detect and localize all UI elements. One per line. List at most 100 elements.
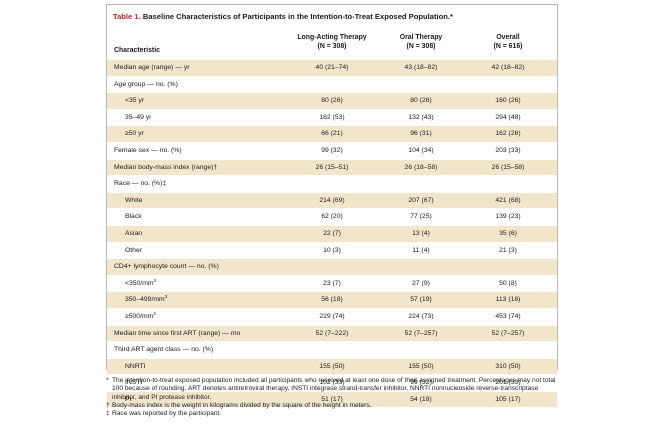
cell-long-acting: 155 (50) <box>319 362 345 370</box>
cell-long-acting: 23 (7) <box>323 279 341 287</box>
table-frame: Table 1. Baseline Characteristics of Par… <box>106 4 558 408</box>
row-label-text: Median time since first ART (range) — mo <box>114 329 241 337</box>
cell-overall: 160 (26) <box>495 97 521 105</box>
cell-overall: 52 (7–257) <box>491 329 525 337</box>
cell-long-acting: 214 (69) <box>319 196 345 204</box>
row-label: Median time since first ART (range) — mo <box>114 326 240 343</box>
row-label: CD4+ lymphocyte count — no. (%) <box>114 259 219 276</box>
table-row: PI 51 (17) 54 (18) 105 (17) <box>107 390 557 409</box>
row-label: Third ART agent class — no. (%) <box>114 342 213 359</box>
cell-overall: 113 (18) <box>495 296 521 304</box>
cell-oral: 27 (9) <box>412 279 430 287</box>
cell-long-acting: 26 (15–51) <box>315 163 349 171</box>
cell-long-acting: 56 (18) <box>321 296 343 304</box>
table-row: ≥50 yr 66 (21) 96 (31) 162 (26) <box>107 125 557 142</box>
header-oral-n: (N = 308) <box>406 42 436 50</box>
footnote-mark: † <box>106 401 110 409</box>
cell-oral: 104 (34) <box>408 146 434 154</box>
cell-long-acting: 80 (26) <box>321 97 343 105</box>
row-label-text: Asian <box>125 229 143 237</box>
row-label: PI <box>125 392 131 409</box>
row-label: Asian <box>125 226 142 243</box>
row-label-text: PI <box>125 395 132 403</box>
cell-overall: 21 (3) <box>499 246 517 254</box>
cell-oral: 99 (32) <box>410 379 432 387</box>
row-label-text: White <box>125 196 143 204</box>
row-label-superscript: 3 <box>153 310 156 316</box>
cell-overall: 42 (18–82) <box>491 64 525 71</box>
footnote-mark: ‡ <box>106 410 110 418</box>
cell-long-acting: 99 (32) <box>321 146 343 154</box>
row-label-text: <35 yr <box>125 97 145 105</box>
cell-long-acting: 62 (20) <box>321 213 343 221</box>
row-label: Female sex — no. (%) <box>114 143 182 160</box>
cell-overall: 201 (33) <box>495 379 521 387</box>
cell-oral: 155 (50) <box>408 362 434 370</box>
header-overall-name: Overall <box>496 34 520 41</box>
row-label: Other <box>125 243 142 260</box>
cell-long-acting: 10 (3) <box>323 246 341 254</box>
row-label: Age group — no. (%) <box>114 77 178 94</box>
row-label-text: CD4+ lymphocyte count — no. (%) <box>114 263 219 271</box>
footnote-text: The intention-to-treat exposed populatio… <box>112 377 556 401</box>
cell-oral: 13 (4) <box>412 229 430 237</box>
row-label: ≥500/mm3 <box>125 309 156 326</box>
row-label-text: Median body-mass index (range)† <box>114 163 218 171</box>
table-footnotes: * The intention-to-treat exposed populati… <box>106 377 558 418</box>
header-long-acting-name: Long-Acting Therapy <box>297 34 367 41</box>
cell-oral: 26 (18–58) <box>404 163 438 171</box>
table-row: Other 10 (3) 11 (4) 21 (3) <box>107 241 557 260</box>
footnote: ‡ Race was reported by the participant. <box>106 410 558 418</box>
row-label: NNRTI <box>125 359 146 376</box>
cell-oral: 80 (26) <box>410 97 432 105</box>
table-row: Black 62 (20) 77 (25) 139 (23) <box>107 208 557 225</box>
table-row: Median body-mass index (range)† 26 (15–51… <box>107 158 557 176</box>
row-label-text: 35–49 yr <box>125 113 152 121</box>
table-row: Female sex — no. (%) 99 (32) 104 (34) 203 (… <box>107 141 557 160</box>
cell-long-acting: 51 (17) <box>321 395 343 403</box>
row-label: 350–499/mm3 <box>125 292 167 309</box>
row-label: 35–49 yr <box>125 110 151 127</box>
row-label-text: NNRTI <box>125 362 146 370</box>
footnote-text: Body-mass index is the weight in kilogra… <box>112 401 372 409</box>
cell-oral: 52 (7–257) <box>404 329 438 337</box>
row-label-text: Third ART agent class — no. (%) <box>114 346 214 354</box>
footnote: * The intention-to-treat exposed populati… <box>106 377 558 402</box>
cell-overall: 50 (8) <box>499 279 517 287</box>
table-row: White 214 (69) 207 (67) 421 (68) <box>107 191 557 210</box>
table-row: ≥500/mm3 229 (74) 224 (73) 453 (74) <box>107 307 557 326</box>
row-label: <350/mm3 <box>125 276 156 293</box>
cell-long-acting: 66 (21) <box>321 130 343 138</box>
table-row: <35 yr 80 (26) 80 (26) 160 (26) <box>107 92 557 109</box>
cell-oral: 43 (18–82) <box>404 64 438 71</box>
row-label: Race — no. (%)‡ <box>114 176 166 193</box>
row-label: INSTI <box>125 375 142 392</box>
table-row: 350–499/mm3 56 (18) 57 (19) 113 (18) <box>107 291 557 308</box>
table-body: Median age (range) — yr 40 (21–74) 43 (18–… <box>107 59 557 409</box>
cell-long-acting: 229 (74) <box>319 312 345 320</box>
table-row: 35–49 yr 162 (53) 132 (43) 294 (48) <box>107 108 557 127</box>
row-label: ≥50 yr <box>125 126 144 143</box>
table-row: NNRTI 155 (50) 155 (50) 310 (50) <box>107 357 557 376</box>
cell-overall: 35 (6) <box>499 229 517 237</box>
row-label-text: Race — no. (%)‡ <box>114 180 167 188</box>
header-oral: Oral Therapy (N = 308) <box>381 34 461 51</box>
header-long-acting-n: (N = 308) <box>317 42 347 50</box>
row-label: Median age (range) — yr <box>114 60 190 77</box>
table-caption: Baseline Characteristics of Participants… <box>140 12 453 21</box>
cell-oral: 54 (18) <box>410 395 432 403</box>
row-label-superscript: 3 <box>153 277 157 283</box>
cell-overall: 105 (17) <box>495 395 521 403</box>
cell-oral: 207 (67) <box>408 196 434 204</box>
row-label: Black <box>125 209 142 226</box>
header-long-acting: Long-Acting Therapy (N = 308) <box>285 34 379 51</box>
table-row: Median age (range) — yr 40 (21–74) 43 (18–… <box>107 59 557 76</box>
row-label: <35 yr <box>125 93 144 110</box>
cell-overall: 139 (23) <box>495 213 521 221</box>
cell-long-acting: 22 (7) <box>323 229 341 237</box>
row-label: White <box>125 193 142 210</box>
cell-overall: 310 (50) <box>495 362 521 370</box>
row-label-text: ≥500/mm <box>125 312 154 320</box>
header-characteristic: Characteristic <box>114 46 160 54</box>
cell-oral: 224 (73) <box>408 312 434 320</box>
